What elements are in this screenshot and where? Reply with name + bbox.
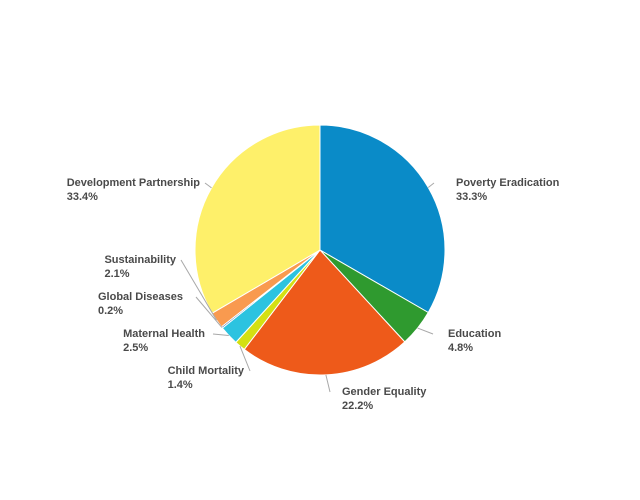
slice-label-development-partnership: Development Partnership bbox=[67, 177, 201, 189]
slice-value-global-diseases: 0.2% bbox=[98, 305, 123, 317]
slice-value-sustainability: 2.1% bbox=[104, 268, 129, 280]
slice-label-education: Education bbox=[448, 328, 501, 340]
slice-label-poverty-eradication: Poverty Eradication bbox=[456, 177, 560, 189]
slice-name: Global Diseases bbox=[98, 291, 183, 303]
slice-label-maternal-health: Maternal Health bbox=[123, 328, 205, 340]
slice-label-global-diseases: Global Diseases bbox=[98, 291, 183, 303]
slice-name: Child Mortality bbox=[168, 365, 245, 377]
leader-line-sustainability bbox=[180, 259, 217, 321]
slice-name: Development Partnership bbox=[67, 177, 201, 189]
slice-name: Maternal Health bbox=[123, 328, 205, 340]
pie-slice-poverty-eradication[interactable] bbox=[319, 124, 446, 314]
pie-slice-development-partnership[interactable] bbox=[194, 124, 321, 314]
slice-name: Poverty Eradication bbox=[456, 177, 560, 189]
leader-line-gender-equality bbox=[325, 374, 331, 393]
slice-value-gender-equality: 22.2% bbox=[342, 400, 373, 412]
leader-line-child-mortality bbox=[239, 345, 251, 372]
leader-line-maternal-health bbox=[212, 333, 229, 336]
pie-slices bbox=[194, 124, 446, 376]
slice-name: Education bbox=[448, 328, 501, 340]
slice-value-child-mortality: 1.4% bbox=[168, 379, 193, 391]
pie-slice-gender-equality[interactable] bbox=[243, 249, 406, 376]
slice-label-child-mortality: Child Mortality bbox=[168, 365, 245, 377]
slice-labels: Poverty Eradication 33.3% Education 4.8% Gen… bbox=[67, 177, 560, 412]
leader-line-development-partnership bbox=[204, 182, 212, 189]
slice-value-poverty-eradication: 33.3% bbox=[456, 191, 487, 203]
slice-value-maternal-health: 2.5% bbox=[123, 342, 148, 354]
slice-label-gender-equality: Gender Equality bbox=[342, 386, 427, 398]
leader-line-poverty-eradication bbox=[427, 182, 435, 188]
leader-line-education bbox=[417, 327, 434, 335]
slice-name: Gender Equality bbox=[342, 386, 427, 398]
slice-name: Sustainability bbox=[104, 254, 176, 266]
slice-value-education: 4.8% bbox=[448, 342, 473, 354]
leader-lines bbox=[180, 182, 435, 393]
slice-value-development-partnership: 33.4% bbox=[67, 191, 98, 203]
leader-line-global-diseases bbox=[195, 296, 223, 328]
slice-label-sustainability: Sustainability bbox=[104, 254, 176, 266]
